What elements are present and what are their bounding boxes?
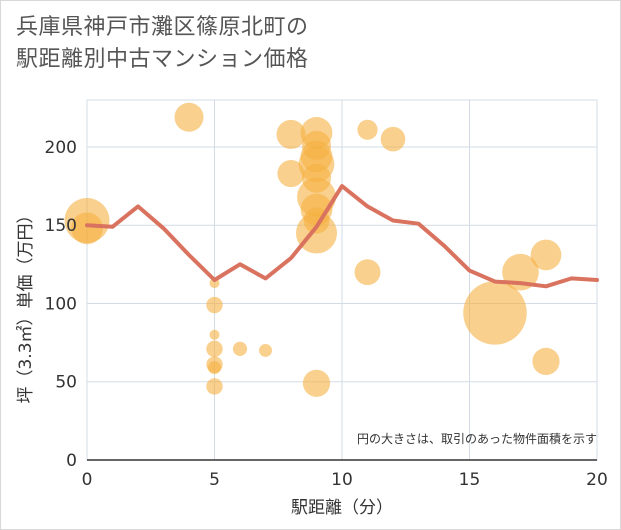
y-tick-label: 100 <box>45 294 77 314</box>
bubble-point <box>380 126 406 152</box>
x-tick-label: 10 <box>331 470 353 490</box>
bubble-point <box>302 369 331 397</box>
chart-title-line-2: 駅距離別中古マンション価格 <box>16 47 309 72</box>
y-tick-label: 50 <box>55 373 77 393</box>
bubble-point <box>209 329 220 340</box>
chart-title-line-1: 兵庫県神戸市灘区篠原北町の <box>16 15 309 40</box>
x-axis-title: 駅距離（分） <box>291 498 393 518</box>
bubble-point <box>357 119 378 140</box>
bubble-point <box>276 119 306 149</box>
x-tick-label: 5 <box>209 470 220 490</box>
bubble-point <box>463 281 527 345</box>
bubble-point <box>259 343 272 357</box>
x-tick-label: 20 <box>586 470 608 490</box>
y-axis-title: 坪（3.3㎡）単価（万円） <box>16 206 36 403</box>
bubble-point <box>208 361 221 375</box>
bubble-point <box>206 340 223 358</box>
x-tick-label: 15 <box>459 470 481 490</box>
size-annotation: 円の大きさは、取引のあった物件面積を示す <box>357 431 597 446</box>
y-tick-label: 0 <box>66 451 77 471</box>
bubble-point <box>354 259 381 286</box>
bubble-point <box>277 159 305 188</box>
bubble-point <box>532 347 560 375</box>
bubble-point <box>206 378 223 395</box>
bubble-point <box>232 341 248 356</box>
trend-layer <box>85 184 599 289</box>
bubble-point <box>530 239 562 271</box>
chart-title: 兵庫県神戸市灘区篠原北町の 駅距離別中古マンション価格 <box>16 12 309 76</box>
y-tick-label: 200 <box>45 138 77 158</box>
y-tick-label: 150 <box>45 216 77 236</box>
bubble-point <box>174 102 204 132</box>
bubble-point <box>295 212 338 254</box>
bubble-point <box>206 296 223 314</box>
bubble-point <box>71 212 103 245</box>
bubble-layer <box>64 102 562 397</box>
trend-line <box>85 184 599 289</box>
x-tick-label: 0 <box>82 470 93 490</box>
